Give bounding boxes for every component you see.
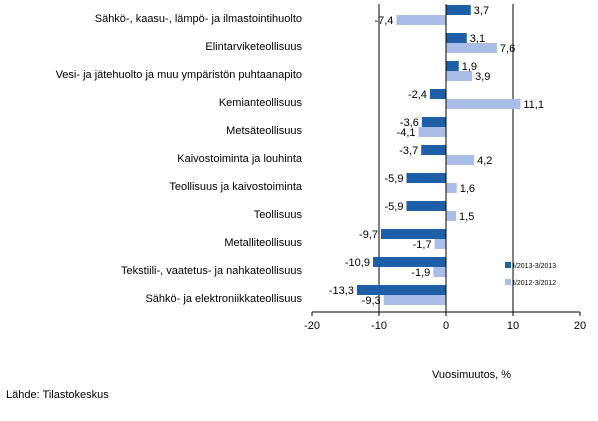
category-label: Metalliteollisuus [224, 237, 302, 249]
category-label: Kemianteollisuus [219, 97, 303, 109]
bar [434, 239, 446, 249]
category-label: Vesi- ja jätehuolto ja muu ympäristön pu… [56, 69, 302, 81]
bar [421, 117, 446, 127]
category-labels: Sähkö-, kaasu-, lämpö- ja ilmastointihuo… [56, 13, 303, 305]
data-label: 3,7 [474, 5, 489, 17]
bar [418, 127, 446, 137]
bars [356, 5, 521, 305]
data-label: -3,6 [400, 117, 419, 129]
data-label: -1,7 [413, 239, 432, 251]
data-label: 11,1 [523, 99, 544, 111]
legend-swatch [505, 279, 511, 285]
data-label: 1,6 [460, 183, 475, 195]
x-tick-label: 0 [443, 320, 449, 332]
legend-swatch [505, 262, 511, 268]
bar [446, 61, 459, 71]
data-label: 4,2 [477, 155, 492, 167]
legend: I/2013-3/2013 I/2012-3/2012 [505, 262, 556, 287]
bar [446, 43, 497, 53]
bar [446, 5, 471, 15]
category-label: Elintarviketeollisuus [205, 41, 302, 53]
bar [433, 267, 446, 277]
x-tick-label: -20 [304, 320, 320, 332]
legend-label: I/2012-3/2012 [513, 280, 556, 287]
bar [446, 155, 475, 165]
bar [356, 285, 446, 295]
data-label: -2,4 [408, 89, 427, 101]
category-label: Tekstiili-, vaatetus- ja nahkateollisuus [121, 265, 302, 277]
data-label: -9,3 [362, 295, 381, 307]
data-label: -3,7 [399, 145, 418, 157]
data-label: 3,9 [475, 71, 490, 83]
data-label: -9,7 [359, 229, 378, 241]
bar [446, 33, 467, 43]
x-axis-label: Vuosimuutos, % [432, 369, 511, 381]
category-label: Kaivostoiminta ja louhinta [177, 153, 303, 165]
source-note: Lähde: Tilastokeskus [6, 389, 109, 401]
category-label: Sähkö-, kaasu-, lämpö- ja ilmastointihuo… [95, 13, 302, 25]
legend-label: I/2013-3/2013 [513, 263, 556, 270]
bar [372, 257, 446, 267]
bar [446, 71, 473, 81]
bar [406, 173, 446, 183]
bar [446, 183, 457, 193]
data-label: -4,1 [397, 127, 416, 139]
data-label: -13,3 [329, 285, 354, 297]
x-tick-label: -10 [371, 320, 387, 332]
bar [381, 229, 446, 239]
x-tick-label: 10 [507, 320, 519, 332]
x-axis: -20 -10 0 10 20 [304, 4, 586, 332]
data-label: 1,9 [462, 61, 477, 73]
value-labels: 3,7 -7,4 3,1 7,6 1,93,9 -2,4 11,1 -3,6-4,1 -3,7 4… [329, 5, 544, 307]
data-label: -10,9 [345, 257, 370, 269]
data-label: 1,5 [459, 211, 474, 223]
data-label: -5,9 [385, 201, 404, 213]
category-label: Teollisuus ja kaivostoiminta [169, 181, 303, 193]
data-label: -5,9 [385, 173, 404, 185]
bar [446, 99, 521, 109]
category-label: Teollisuus [254, 209, 303, 221]
bar [446, 211, 457, 221]
data-label: -1,9 [411, 267, 430, 279]
bar [429, 89, 446, 99]
bar [406, 201, 446, 211]
category-label: Metsäteollisuus [226, 125, 302, 137]
data-label: 3,1 [470, 33, 485, 45]
data-label: -7,4 [374, 15, 393, 27]
x-tick-label: 20 [574, 320, 586, 332]
data-label: 7,6 [500, 43, 515, 55]
bar [396, 15, 446, 25]
category-label: Sähkö- ja elektroniikkateollisuus [145, 293, 302, 305]
bar [383, 295, 446, 305]
bar [421, 145, 446, 155]
